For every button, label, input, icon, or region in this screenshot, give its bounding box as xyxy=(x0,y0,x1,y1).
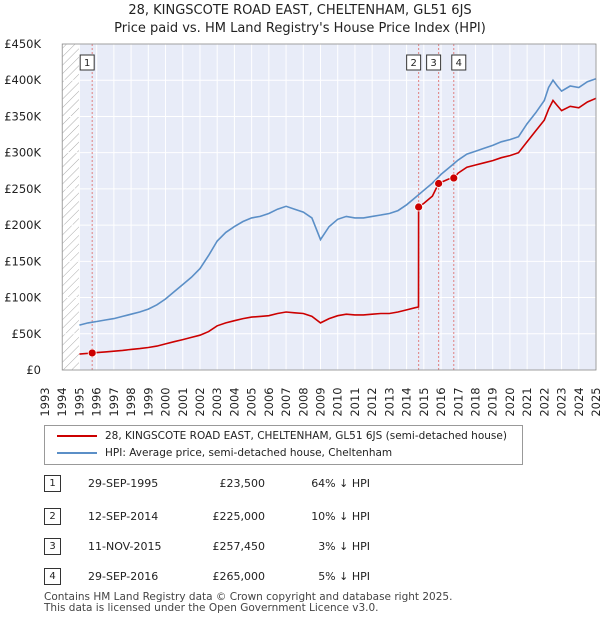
y-tick-label: £0 xyxy=(26,363,41,377)
transaction-label: 3 xyxy=(430,58,436,69)
y-tick-label: £200K xyxy=(4,218,41,232)
transaction-marker xyxy=(414,202,424,212)
price-chart: 1 2 3 4 £0 £50K £100K £150K £200K £250K £300K £350… xyxy=(4,37,600,417)
tx-number-badge: 1 xyxy=(44,475,61,492)
x-tick-label: 2012 xyxy=(365,387,379,416)
transaction-marker xyxy=(449,173,459,183)
x-tick-label: 2013 xyxy=(382,387,396,416)
y-tick-label: £50K xyxy=(12,327,42,341)
x-tick-label: 2025 xyxy=(589,387,600,416)
hatched-region xyxy=(62,44,80,370)
x-tick-label: 2003 xyxy=(210,387,224,416)
legend-item-price-paid: 28, KINGSCOTE ROAD EAST, CHELTENHAM, GL5… xyxy=(57,428,507,444)
x-tick-label: 2011 xyxy=(348,387,362,416)
plot-frame xyxy=(61,43,597,371)
plot-area xyxy=(62,44,596,370)
legend-swatch-red xyxy=(57,435,97,437)
tx-hpi-diff: 10% ↓ HPI xyxy=(311,510,370,523)
transaction-label: 1 xyxy=(84,58,90,69)
table-row: 1 29-SEP-1995 £23,500 64% ↓ HPI xyxy=(0,474,600,496)
legend: 28, KINGSCOTE ROAD EAST, CHELTENHAM, GL5… xyxy=(44,425,523,465)
x-tick-label: 2004 xyxy=(227,387,241,416)
x-tick-label: 2024 xyxy=(572,387,586,416)
x-tick-label: 2017 xyxy=(451,387,465,416)
y-tick-label: £150K xyxy=(4,254,41,268)
x-tick-label: 2023 xyxy=(555,387,569,416)
x-tick-label: 2021 xyxy=(520,387,534,416)
x-tick-label: 2005 xyxy=(245,387,259,416)
x-tick-label: 1997 xyxy=(107,387,121,416)
series-line-hpi xyxy=(79,78,597,326)
x-tick-label: 2000 xyxy=(159,387,173,416)
x-tick-label: 2008 xyxy=(296,387,310,416)
transaction-label-box xyxy=(406,54,422,71)
tx-number-badge: 2 xyxy=(44,508,61,525)
legend-item-hpi: HPI: Average price, semi-detached house,… xyxy=(57,445,392,461)
x-tick-label: 2019 xyxy=(486,387,500,416)
tx-date: 29-SEP-1995 xyxy=(88,477,159,490)
tx-price: £257,450 xyxy=(212,540,266,553)
tx-number-badge: 3 xyxy=(44,538,61,555)
x-tick-label: 1993 xyxy=(38,387,52,416)
x-tick-label: 2016 xyxy=(434,387,448,416)
x-tick-label: 2002 xyxy=(193,387,207,416)
x-tick-label: 2018 xyxy=(468,387,482,416)
legend-label-hpi: HPI: Average price, semi-detached house,… xyxy=(105,447,393,459)
tx-price: £225,000 xyxy=(212,510,266,523)
tx-hpi-diff: 3% ↓ HPI xyxy=(318,540,370,553)
x-tick-label: 2014 xyxy=(400,387,414,416)
tx-price: £265,000 xyxy=(212,570,266,583)
x-tick-label: 1995 xyxy=(72,387,86,416)
chart-title: 28, KINGSCOTE ROAD EAST, CHELTENHAM, GL5… xyxy=(128,3,472,18)
x-tick-label: 2022 xyxy=(537,387,551,416)
y-tick-label: £450K xyxy=(4,37,41,51)
x-tick-label: 2010 xyxy=(331,387,345,416)
footer-copyright: Contains HM Land Registry data © Crown c… xyxy=(44,591,453,603)
transaction-marker xyxy=(434,179,444,188)
x-tick-label: 1996 xyxy=(90,387,104,416)
chart-subtitle: Price paid vs. HM Land Registry's House … xyxy=(114,21,486,36)
tx-hpi-diff: 64% ↓ HPI xyxy=(311,477,370,490)
x-tick-label: 1999 xyxy=(141,387,155,416)
y-tick-label: £250K xyxy=(4,182,41,196)
y-tick-label: £300K xyxy=(4,146,41,160)
footer-licence: This data is licensed under the Open Gov… xyxy=(44,602,379,614)
x-tick-label: 2009 xyxy=(314,387,328,416)
tx-date: 29-SEP-2016 xyxy=(88,570,159,583)
y-tick-label: £100K xyxy=(4,291,41,305)
transaction-label: 2 xyxy=(410,58,416,69)
transaction-label-box xyxy=(79,54,95,71)
series-line-price_paid xyxy=(79,97,597,355)
x-tick-label: 2020 xyxy=(503,387,517,416)
transaction-label-box xyxy=(426,54,442,71)
x-tick-label: 2007 xyxy=(279,387,293,416)
tx-hpi-diff: 5% ↓ HPI xyxy=(318,570,370,583)
transaction-label: 4 xyxy=(456,58,462,69)
y-tick-label: £400K xyxy=(4,73,41,87)
tx-date: 12-SEP-2014 xyxy=(88,510,159,523)
transaction-marker xyxy=(87,348,97,358)
legend-label-price-paid: 28, KINGSCOTE ROAD EAST, CHELTENHAM, GL5… xyxy=(105,430,507,442)
tx-price: £23,500 xyxy=(219,477,266,490)
tx-date: 11-NOV-2015 xyxy=(88,540,162,553)
x-tick-label: 2006 xyxy=(262,387,276,416)
legend-swatch-blue xyxy=(57,452,97,454)
table-row: 3 11-NOV-2015 £257,450 3% ↓ HPI xyxy=(0,537,600,559)
table-row: 4 29-SEP-2016 £265,000 5% ↓ HPI xyxy=(0,567,600,589)
x-tick-label: 1998 xyxy=(124,387,138,416)
transaction-label-box xyxy=(451,54,467,71)
table-row: 2 12-SEP-2014 £225,000 10% ↓ HPI xyxy=(0,507,600,529)
tx-number-badge: 4 xyxy=(44,568,61,585)
x-tick-label: 2015 xyxy=(417,387,431,416)
x-tick-label: 1994 xyxy=(55,387,69,416)
y-tick-label: £350K xyxy=(4,109,41,123)
x-tick-label: 2001 xyxy=(176,387,190,416)
